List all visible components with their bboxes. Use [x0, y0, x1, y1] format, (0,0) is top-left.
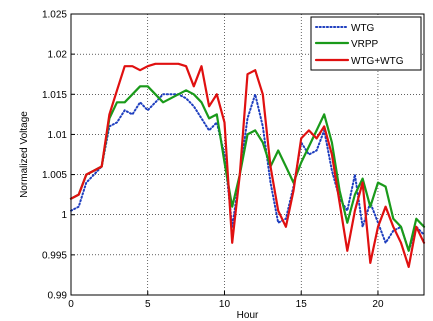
legend-label-wtg-wtg: WTG+WTG — [351, 56, 404, 67]
series-line-wtg-wtg — [69, 62, 426, 268]
x-tick-label: 5 — [145, 299, 151, 310]
x-tick-label: 0 — [68, 299, 74, 310]
y-axis-label: Normalized Voltage — [19, 111, 30, 198]
y-tick-label: 1.025 — [42, 10, 67, 21]
y-tick-label: 1.02 — [48, 50, 68, 61]
x-tick-label: 10 — [219, 299, 231, 310]
y-tick-label: 0.995 — [42, 250, 67, 261]
y-tick-label: 1.015 — [42, 90, 67, 101]
legend-label-wtg: WTG — [351, 23, 375, 34]
series-line-vrpp — [69, 85, 426, 252]
legend: WTG VRPP WTG+WTG — [310, 16, 422, 71]
ticks: 0 5 10 15 20 0.99 0.995 1 1.005 1.01 1.015 1.02 1.02… — [42, 10, 384, 311]
plot-frame — [70, 13, 425, 296]
y-tick-label: 1 — [61, 210, 67, 221]
series-layer — [69, 62, 426, 268]
y-tick-label: 1.01 — [48, 130, 68, 141]
x-tick-label: 15 — [296, 299, 308, 310]
legend-label-vrpp: VRPP — [351, 39, 379, 50]
y-tick-label: 0.99 — [48, 291, 68, 302]
y-tick-label: 1.005 — [42, 170, 67, 181]
x-tick-label: 20 — [372, 299, 384, 310]
x-axis-label: Hour — [237, 310, 259, 321]
